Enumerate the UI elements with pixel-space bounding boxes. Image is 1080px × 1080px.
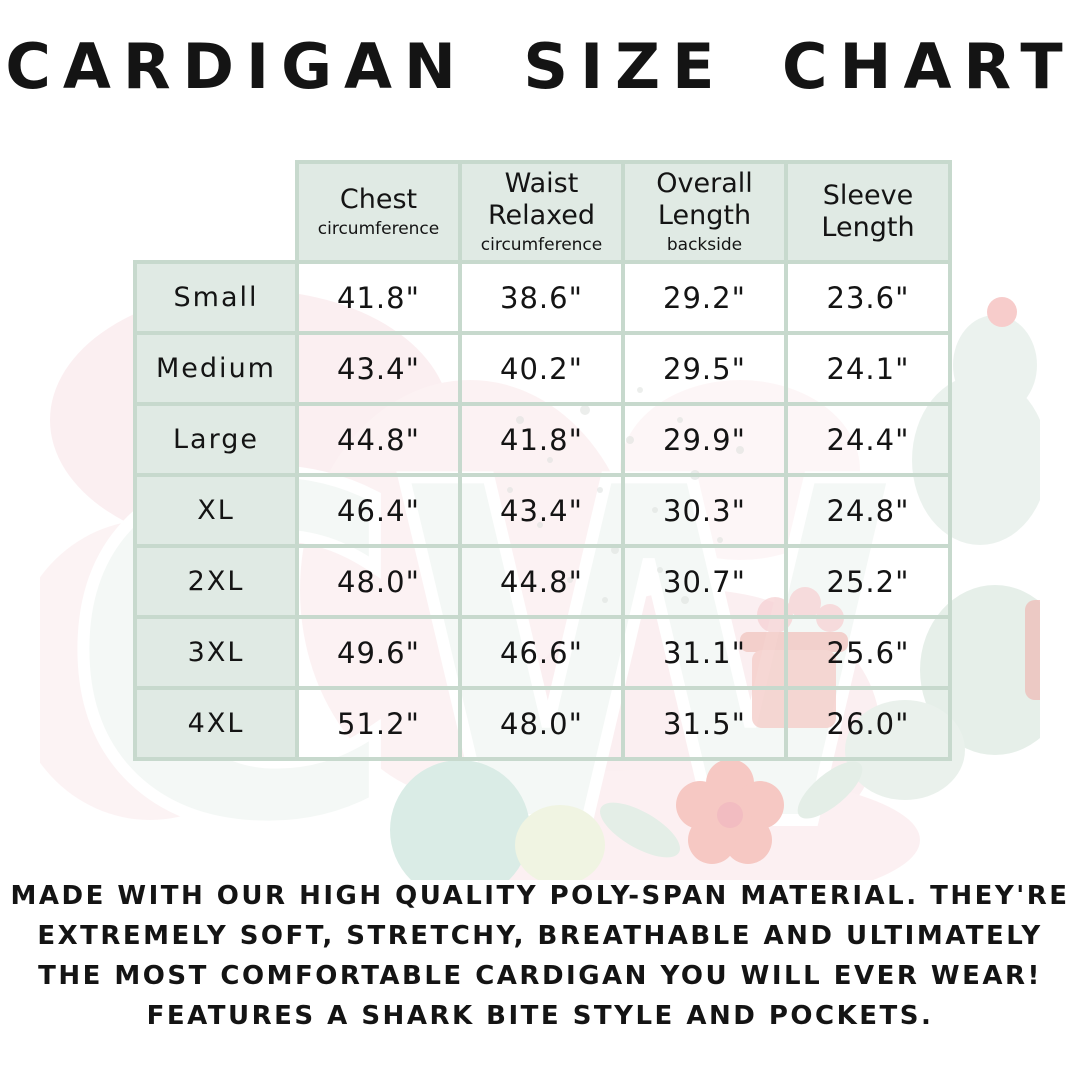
table-cell: 30.7" [621, 544, 788, 619]
description-line: MADE WITH OUR HIGH QUALITY POLY-SPAN MAT… [10, 881, 1070, 911]
table-cell: 38.6" [458, 260, 625, 335]
table-row-large: Large 44.8" 41.8" 29.9" 24.4" [133, 402, 952, 477]
table-cell: 44.8" [295, 402, 462, 477]
column-header-sublabel: circumference [480, 235, 603, 256]
page-title: CARDIGAN SIZE CHART [5, 30, 1075, 103]
table-cell: 24.8" [784, 473, 952, 548]
table-row-2xl: 2XL 48.0" 44.8" 30.7" 25.2" [133, 544, 952, 619]
watermark-bottom-flora [390, 759, 863, 880]
table-cell: 31.5" [621, 686, 788, 761]
table-row-4xl: 4XL 51.2" 48.0" 31.5" 26.0" [133, 686, 952, 761]
corner-cell [135, 162, 297, 262]
table-cell: 49.6" [295, 615, 462, 690]
column-header-label: Chest [339, 183, 418, 215]
table-cell: 24.1" [784, 331, 952, 406]
description-line: THE MOST COMFORTABLE CARDIGAN YOU WILL E… [38, 961, 1042, 991]
table-row-small: Small 41.8" 38.6" 29.2" 23.6" [133, 260, 952, 335]
table-cell: 31.1" [621, 615, 788, 690]
size-label-cell: Large [133, 402, 299, 477]
description-line: EXTREMELY SOFT, STRETCHY, BREATHABLE AND… [37, 921, 1043, 951]
table-cell: 29.9" [621, 402, 788, 477]
table-cell: 46.4" [295, 473, 462, 548]
table-cell: 43.4" [295, 331, 462, 406]
table-cell: 30.3" [621, 473, 788, 548]
table-cell: 23.6" [784, 260, 952, 335]
column-header-sublabel: circumference [317, 219, 440, 240]
size-chart-table: Chest circumference Waist Relaxed circum… [133, 160, 952, 761]
column-header-chest: Chest circumference [295, 160, 462, 264]
column-header-overall-length: Overall Length backside [621, 160, 788, 264]
column-header-sublabel: backside [666, 235, 743, 256]
column-header-label: Waist Relaxed [487, 167, 596, 231]
size-label-cell: 3XL [133, 615, 299, 690]
size-label-cell: Small [133, 260, 299, 335]
size-label-cell: 2XL [133, 544, 299, 619]
size-label-cell: Medium [133, 331, 299, 406]
table-row-medium: Medium 43.4" 40.2" 29.5" 24.1" [133, 331, 952, 406]
table-cell: 29.2" [621, 260, 788, 335]
size-label-cell: 4XL [133, 686, 299, 761]
column-header-label: Overall Length [656, 167, 753, 231]
table-cell: 51.2" [295, 686, 462, 761]
table-cell: 48.0" [295, 544, 462, 619]
table-cell: 46.6" [458, 615, 625, 690]
column-header-label: Sleeve Length [821, 179, 915, 243]
description-line: FEATURES A SHARK BITE STYLE AND POCKETS. [146, 1001, 934, 1031]
table-cell: 24.4" [784, 402, 952, 477]
table-row-3xl: 3XL 49.6" 46.6" 31.1" 25.6" [133, 615, 952, 690]
size-label-cell: XL [133, 473, 299, 548]
table-cell: 41.8" [295, 260, 462, 335]
product-description: MADE WITH OUR HIGH QUALITY POLY-SPAN MAT… [0, 876, 1080, 1036]
column-header-sleeve-length: Sleeve Length [784, 160, 952, 264]
header-row: Chest circumference Waist Relaxed circum… [135, 160, 952, 264]
table-cell: 25.2" [784, 544, 952, 619]
table-cell: 29.5" [621, 331, 788, 406]
table-cell: 44.8" [458, 544, 625, 619]
table-cell: 43.4" [458, 473, 625, 548]
table-cell: 40.2" [458, 331, 625, 406]
table-cell: 41.8" [458, 402, 625, 477]
table-cell: 48.0" [458, 686, 625, 761]
table-cell: 26.0" [784, 686, 952, 761]
table-row-xl: XL 46.4" 43.4" 30.3" 24.8" [133, 473, 952, 548]
column-header-waist: Waist Relaxed circumference [458, 160, 625, 264]
table-cell: 25.6" [784, 615, 952, 690]
